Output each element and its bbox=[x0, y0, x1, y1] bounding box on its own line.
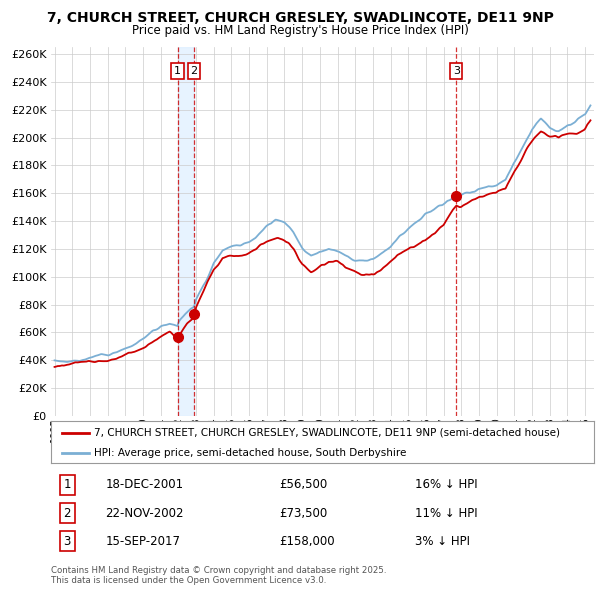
Text: £158,000: £158,000 bbox=[279, 535, 335, 548]
Text: HPI: Average price, semi-detached house, South Derbyshire: HPI: Average price, semi-detached house,… bbox=[94, 448, 407, 457]
Text: 3: 3 bbox=[64, 535, 71, 548]
Text: Contains HM Land Registry data © Crown copyright and database right 2025.
This d: Contains HM Land Registry data © Crown c… bbox=[51, 566, 386, 585]
Text: 1: 1 bbox=[174, 66, 181, 76]
Text: £73,500: £73,500 bbox=[279, 507, 328, 520]
Text: 16% ↓ HPI: 16% ↓ HPI bbox=[415, 478, 478, 491]
Text: Price paid vs. HM Land Registry's House Price Index (HPI): Price paid vs. HM Land Registry's House … bbox=[131, 24, 469, 37]
Text: 2: 2 bbox=[191, 66, 197, 76]
Text: 22-NOV-2002: 22-NOV-2002 bbox=[106, 507, 184, 520]
Bar bbox=[178, 47, 194, 416]
Text: 2: 2 bbox=[64, 507, 71, 520]
Text: 3: 3 bbox=[453, 66, 460, 76]
Text: 15-SEP-2017: 15-SEP-2017 bbox=[106, 535, 181, 548]
Text: 18-DEC-2001: 18-DEC-2001 bbox=[106, 478, 184, 491]
Text: 7, CHURCH STREET, CHURCH GRESLEY, SWADLINCOTE, DE11 9NP: 7, CHURCH STREET, CHURCH GRESLEY, SWADLI… bbox=[47, 11, 553, 25]
Text: £56,500: £56,500 bbox=[279, 478, 328, 491]
Text: 1: 1 bbox=[64, 478, 71, 491]
Text: 3% ↓ HPI: 3% ↓ HPI bbox=[415, 535, 470, 548]
Text: 11% ↓ HPI: 11% ↓ HPI bbox=[415, 507, 478, 520]
Text: 7, CHURCH STREET, CHURCH GRESLEY, SWADLINCOTE, DE11 9NP (semi-detached house): 7, CHURCH STREET, CHURCH GRESLEY, SWADLI… bbox=[94, 428, 560, 438]
